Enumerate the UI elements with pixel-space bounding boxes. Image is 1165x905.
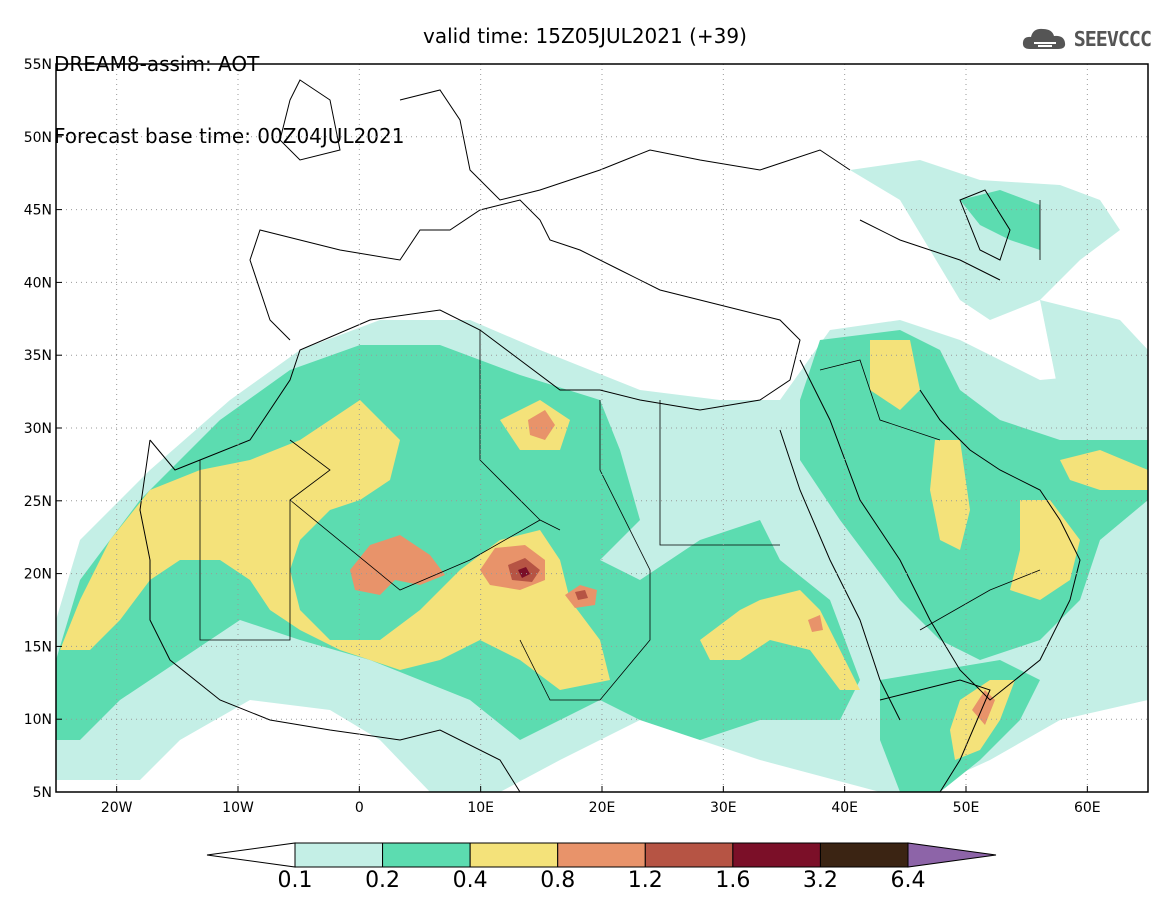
borders	[199, 200, 1041, 701]
legend-label: 0.2	[365, 868, 401, 893]
lon-tick-label: 10E	[467, 800, 494, 816]
base-time: Forecast base time: 00Z04JUL2021	[54, 124, 405, 148]
aot-band-0.8	[528, 410, 555, 440]
aot-band-0.2	[56, 345, 860, 740]
cloud-icon	[1022, 28, 1065, 49]
lat-tick-label: 25N	[24, 494, 52, 510]
aot-band-0.2	[960, 190, 1040, 250]
logo-text: SEEVCCC	[1073, 27, 1152, 51]
legend-label: 0.1	[277, 868, 313, 893]
legend-swatch	[819, 842, 909, 868]
coastlines	[139, 79, 1081, 793]
aot-band-1.6	[518, 567, 530, 578]
aot-band-0.4	[1060, 450, 1148, 490]
lon-tick-label: 0	[355, 800, 364, 816]
lon-tick-label: 20E	[589, 800, 616, 816]
legend-swatch	[732, 842, 821, 868]
lat-tick-label: 50N	[24, 130, 52, 146]
lat-tick-label: 15N	[24, 639, 52, 655]
legend-label: 0.4	[452, 868, 488, 893]
legend-label: 0.8	[540, 868, 576, 893]
map-title: DREAM8-assim: AOT Forecast base time: 00…	[54, 4, 404, 172]
lat-tick-label: 5N	[33, 785, 52, 801]
legend-label: 1.6	[715, 868, 751, 893]
lat-tick-label: 45N	[24, 203, 52, 219]
lon-tick-label: 30E	[710, 800, 737, 816]
lat-tick-label: 30N	[24, 421, 52, 437]
aot-band-0.8	[808, 615, 823, 632]
lat-tick-label: 55N	[24, 57, 52, 73]
aot-band-0.4	[870, 340, 920, 410]
legend-swatch	[557, 842, 646, 868]
valid-time: valid time: 15Z05JUL2021 (+39)	[423, 24, 747, 48]
aot-band-0.1	[850, 160, 1120, 320]
lon-tick-label: 10W	[222, 800, 254, 816]
axis-ticks: 20W 10W 0 10E 20E 30E 40E 50E 60E 5N 10N 15N 20N 25N 3…	[24, 57, 1101, 816]
legend-swatch	[469, 842, 559, 868]
legend-arrow-high	[907, 842, 997, 868]
lat-tick-label: 10N	[24, 712, 52, 728]
lon-tick-label: 40E	[831, 800, 858, 816]
legend-swatch	[644, 842, 734, 868]
aot-band-0.4	[60, 400, 610, 690]
legend-arrow-low	[206, 842, 296, 868]
lon-tick-label: 60E	[1074, 800, 1101, 816]
aot-band-1.2	[575, 590, 588, 600]
lon-tick-label: 50E	[953, 800, 980, 816]
lat-tick-label: 20N	[24, 567, 52, 583]
seevccc-logo: SEEVCCC	[1020, 24, 1152, 54]
legend-label: 6.4	[890, 868, 926, 893]
legend-swatch	[294, 842, 384, 868]
aot-band-0.4	[930, 440, 970, 550]
lat-tick-label: 40N	[24, 275, 52, 291]
aot-fields	[56, 160, 1148, 792]
legend-swatch	[382, 842, 471, 868]
lat-tick-label: 35N	[24, 348, 52, 364]
aot-band-0.1	[1040, 300, 1148, 410]
legend-label: 3.2	[802, 868, 838, 893]
legend-label: 1.2	[627, 868, 663, 893]
lon-tick-label: 20W	[101, 800, 133, 816]
aot-band-0.8	[350, 535, 445, 595]
